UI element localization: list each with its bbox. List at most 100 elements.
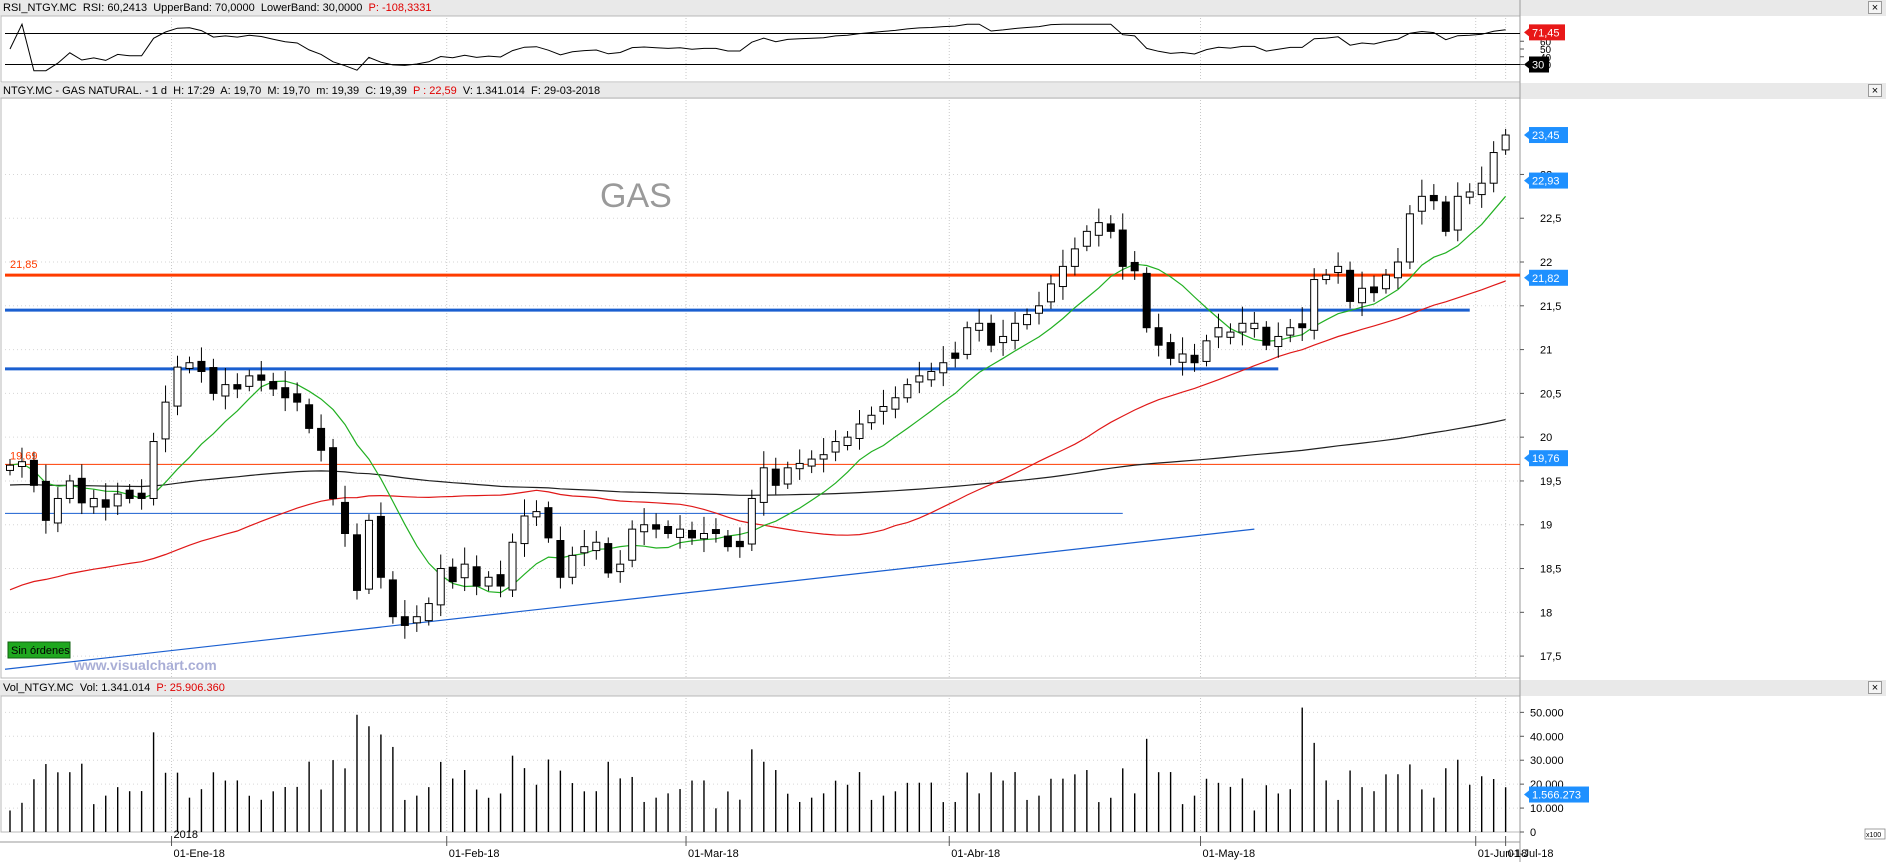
candle — [892, 386, 899, 418]
candle-body — [365, 520, 372, 589]
candle — [389, 571, 396, 624]
candle-body — [724, 536, 731, 547]
year-label: 2018 — [174, 829, 198, 841]
candle-body — [461, 564, 468, 578]
candle — [461, 548, 468, 592]
candle — [856, 410, 863, 450]
candle-body — [557, 541, 564, 578]
candle — [330, 439, 337, 506]
badge-rsi-top-text: 71,45 — [1532, 27, 1560, 39]
candle-body — [1418, 196, 1425, 211]
candle-body — [868, 415, 875, 422]
candle-body — [928, 371, 935, 379]
candle-body — [844, 437, 851, 445]
candle-body — [581, 547, 588, 553]
candle — [1275, 322, 1282, 357]
candle-body — [784, 468, 791, 484]
badge-ma-mid-pointer — [1524, 274, 1529, 282]
candle — [665, 520, 672, 538]
candle-body — [1179, 354, 1186, 362]
rsi-line — [10, 24, 1506, 70]
price-tick-label: 20 — [1540, 432, 1552, 444]
volume-tick-label: 30.000 — [1530, 755, 1564, 767]
candle-body — [1131, 262, 1138, 270]
candle — [365, 514, 372, 594]
candle — [736, 527, 743, 557]
candle — [1490, 141, 1497, 192]
candle — [294, 382, 301, 411]
candle-body — [1478, 183, 1485, 194]
candle-body — [1083, 231, 1090, 246]
candle-body — [629, 529, 636, 560]
candle-body — [485, 577, 492, 586]
candle-body — [569, 555, 576, 577]
candle — [1167, 334, 1174, 366]
candle-body — [509, 542, 516, 590]
price-tick-label: 19 — [1540, 520, 1552, 532]
candle-body — [425, 604, 432, 621]
candle-body — [1047, 284, 1054, 302]
candle-body — [1299, 324, 1306, 328]
candle-body — [748, 498, 755, 544]
candle — [820, 438, 827, 472]
candle — [916, 362, 923, 393]
candle — [1059, 250, 1066, 300]
candle — [353, 523, 360, 599]
candle — [808, 450, 815, 473]
candle — [282, 371, 289, 411]
ma-mid-line — [10, 281, 1506, 590]
candle — [605, 537, 612, 577]
badge-rsi-bottom-text: 30 — [1532, 60, 1544, 72]
candle — [1466, 183, 1473, 204]
candle — [210, 359, 217, 401]
candle-body — [892, 398, 899, 409]
volume-tick-label: 50.000 — [1530, 707, 1564, 719]
candle-body — [42, 481, 49, 520]
badge-price-last-pointer — [1524, 131, 1529, 139]
candle-body — [916, 376, 923, 382]
candle-body — [449, 567, 456, 581]
candle — [653, 513, 660, 538]
badge-ma-short-text: 22,93 — [1532, 176, 1560, 188]
candle — [1083, 225, 1090, 251]
candle-body — [330, 448, 337, 499]
candle — [964, 322, 971, 360]
badge-price-last-text: 23,45 — [1532, 130, 1560, 142]
price-tick-label: 18,5 — [1540, 564, 1561, 576]
candle — [1071, 237, 1078, 275]
candle — [437, 555, 444, 617]
candle — [186, 357, 193, 374]
candle-body — [413, 617, 420, 623]
candle-body — [820, 455, 827, 459]
candle-body — [976, 323, 983, 330]
candle-body — [1311, 280, 1318, 331]
candle-body — [689, 530, 696, 537]
candle — [1454, 182, 1461, 241]
candle-body — [18, 462, 25, 467]
candle — [617, 550, 624, 583]
candle-body — [700, 534, 707, 539]
candle — [521, 499, 528, 557]
candle — [1394, 248, 1401, 289]
candle — [1203, 335, 1210, 367]
volume-tick-label: 10.000 — [1530, 803, 1564, 815]
candle — [66, 475, 73, 504]
level-2-label: 19,69 — [10, 450, 38, 462]
candle — [485, 571, 492, 591]
ma-short-line — [10, 196, 1506, 592]
candle-body — [593, 542, 600, 550]
candle — [772, 458, 779, 495]
candle — [629, 520, 636, 567]
candle — [533, 500, 540, 526]
candle-body — [7, 465, 14, 470]
candle — [318, 414, 325, 461]
candle-body — [270, 382, 277, 389]
candle-body — [964, 328, 971, 355]
candle-body — [952, 353, 959, 358]
badge-volume-last-pointer — [1524, 791, 1529, 799]
candle — [1215, 314, 1222, 348]
candle — [784, 462, 791, 489]
date-label-2: 01-Mar-18 — [688, 848, 739, 860]
candle — [904, 378, 911, 402]
